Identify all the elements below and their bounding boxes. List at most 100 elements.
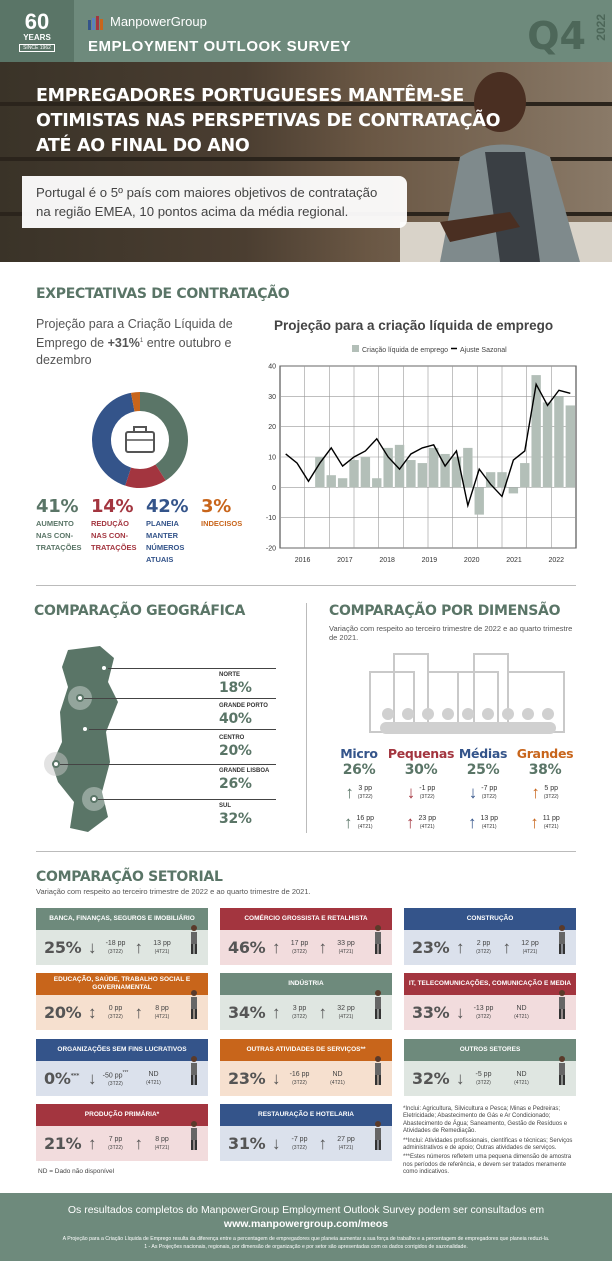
sector-change-3t22: -18 pp (3T22) xyxy=(105,939,126,955)
desc-value: +31% xyxy=(107,336,140,351)
legend-label: Criação líquida de emprego xyxy=(362,347,448,354)
chart-bar xyxy=(485,472,496,488)
sector-value: 0%*** xyxy=(44,1069,80,1088)
donut-slice xyxy=(131,392,140,412)
chart-bar xyxy=(451,457,462,488)
sector-body: 23% ↓ -16 pp (3T22) ND (4T21) xyxy=(220,1056,392,1096)
person-figure-icon xyxy=(375,925,381,954)
dim-value-micro: 26% xyxy=(342,762,376,778)
person-figure-icon xyxy=(559,925,565,954)
dim-change-pequenas-4t21: ↑ 23 pp (4T21) xyxy=(405,813,437,832)
arrow-icon: ↑ xyxy=(530,813,539,832)
arrow-icon: ↓ xyxy=(456,1069,465,1088)
arrow-icon: ↑ xyxy=(345,783,354,802)
chart-bar xyxy=(474,487,484,515)
sector-card: BANCA, FINANÇAS, SEGUROS E IMOBILIÁRIO 25… xyxy=(36,908,208,965)
dim-name-pequenas: Pequenas xyxy=(387,746,455,761)
x-tick-label: 2022 xyxy=(548,557,564,564)
footer-link[interactable]: www.manpowergroup.com/meos xyxy=(223,1218,389,1230)
sector-change-4t21: ND (4T21) xyxy=(514,1070,529,1086)
geo-region-name: GRANDE PORTO xyxy=(219,703,268,709)
y-tick-label: 0 xyxy=(272,485,276,492)
chart-series-line xyxy=(285,382,571,509)
sector-card: RESTAURAÇÃO E HOTELARIA 31% ↓ -7 pp (3T22) ↑ 2… xyxy=(220,1104,392,1161)
map-marker-sul xyxy=(90,795,98,803)
arrow-icon: ↓ xyxy=(406,783,416,802)
hiring-donut-chart xyxy=(91,392,189,488)
sector-change-3t22: -50 pp*** (3T22) xyxy=(102,1069,129,1088)
footer: Os resultados completos do ManpowerGroup… xyxy=(0,1193,612,1261)
sector-body: 34% ↑ 3 pp (3T22) ↑ 32 pp (4T21) xyxy=(220,990,392,1030)
y-tick-label: 10 xyxy=(268,455,276,462)
sector-name: OUTROS SETORES xyxy=(404,1039,576,1061)
employment-outlook-chart: Criação líquida de emprego Ajuste Sazonal… xyxy=(266,345,577,564)
sector-name: EDUCAÇÃO, SAÚDE, TRABALHO SOCIAL E GOVER… xyxy=(36,973,208,995)
arrow-icon: ↑ xyxy=(88,1134,97,1153)
dim-name-micro: Micro xyxy=(340,746,378,761)
dim-change-micro-4t21: ↑ 16 pp (4T21) xyxy=(343,813,375,832)
footer-small-text: A Projeção para a Criação Líquida de Emp… xyxy=(62,1236,550,1242)
map-marker-lisboa xyxy=(52,760,60,768)
sector-body: 0%*** ↓ -50 pp*** (3T22) ND (4T21) xyxy=(36,1056,208,1096)
stat-value: 14% xyxy=(91,496,134,517)
sector-name: PRODUÇÃO PRIMÁRIA* xyxy=(36,1104,208,1126)
year-label: 2022 xyxy=(594,14,608,41)
hero-subtitle-box: Portugal é o 5º país com maiores objetiv… xyxy=(22,176,407,228)
sector-change-3t22: -7 pp (3T22) xyxy=(291,1135,308,1151)
legend-swatch-bars xyxy=(352,345,359,352)
dim-change-grandes-4t21: ↑ 11 pp (4T21) xyxy=(530,813,560,832)
sector-change-4t21: 8 pp (4T21) xyxy=(154,1135,170,1151)
dim-change-grandes-3t22: ↑ 5 pp (3T22) xyxy=(531,783,559,802)
sector-value: 21% xyxy=(44,1134,82,1153)
sector-value: 25% xyxy=(44,938,82,957)
portugal-map xyxy=(52,646,118,832)
arrow-icon: ↑ xyxy=(318,1134,328,1153)
footnotes: *Inclui: Agricultura, Silvicultura e Pes… xyxy=(403,1106,581,1177)
anniversary-logo: 60 YEARS SINCE 1962 xyxy=(0,0,74,62)
arrow-icon: ↑ xyxy=(272,1003,281,1022)
person-figure-icon xyxy=(191,1121,197,1150)
sector-body: 31% ↓ -7 pp (3T22) ↑ 27 pp (4T21) xyxy=(220,1121,392,1161)
chart-bar xyxy=(508,487,519,494)
anniversary-years: YEARS xyxy=(23,32,51,42)
nd-note: ND = Dado não disponível xyxy=(38,1168,115,1175)
sector-change-3t22: -16 pp (3T22) xyxy=(289,1070,310,1086)
arrow-icon: ↑ xyxy=(134,1003,144,1022)
stat-label: INDECISOS xyxy=(201,519,243,528)
anniversary-since: SINCE 1962 xyxy=(19,43,55,52)
sector-body: 20% ↕ 0 pp (3T22) ↑ 8 pp (4T21) xyxy=(36,990,208,1030)
arrow-icon: ↑ xyxy=(456,938,465,957)
sector-value: 20% xyxy=(44,1003,82,1022)
x-tick-label: 2017 xyxy=(337,557,353,564)
sector-value: 23% xyxy=(228,1069,266,1088)
chart-bar xyxy=(349,460,359,488)
dim-name-grandes: Grandes xyxy=(516,746,574,761)
vertical-divider xyxy=(306,603,307,833)
sector-change-4t21: ND (4T21) xyxy=(330,1070,345,1086)
footer-text: Os resultados completos do ManpowerGroup… xyxy=(67,1204,545,1216)
person-figure-icon xyxy=(375,990,381,1019)
sector-change-3t22: 17 pp (3T22) xyxy=(290,939,309,955)
stat-value: 42% xyxy=(146,496,189,517)
sector-change-3t22: -13 pp (3T22) xyxy=(473,1004,494,1020)
geo-leader-line xyxy=(84,698,276,699)
geo-leader-line xyxy=(89,729,276,730)
stat-reducao: 14% REDUÇÃO NAS CON- TRATAÇÕES xyxy=(91,496,151,554)
arrow-icon: ↓ xyxy=(468,783,478,802)
chart-bar xyxy=(565,405,575,488)
chart-bar xyxy=(326,475,336,488)
y-tick-label: 40 xyxy=(268,364,276,371)
person-figure-icon xyxy=(191,1056,197,1085)
section-title-dimensao: COMPARAÇÃO POR DIMENSÃO xyxy=(329,603,561,619)
footnote: ***Estes números refletem uma pequena di… xyxy=(403,1154,572,1176)
geo-region-value: 40% xyxy=(219,711,252,727)
chart-bar xyxy=(394,444,405,488)
sector-value: 34% xyxy=(228,1003,266,1022)
footnote: **Inclui: Atividades profissionais, cien… xyxy=(403,1137,573,1152)
chart-bar xyxy=(383,447,393,488)
donut-slice xyxy=(125,464,166,488)
sector-name: IT, TELECOMUNICAÇÕES, COMUNICAÇÃO E MEDI… xyxy=(404,973,576,995)
sector-value: 31% xyxy=(228,1134,266,1153)
sector-name: CONSTRUÇÃO xyxy=(404,908,576,930)
sector-change-3t22: 2 pp (3T22) xyxy=(476,939,491,955)
